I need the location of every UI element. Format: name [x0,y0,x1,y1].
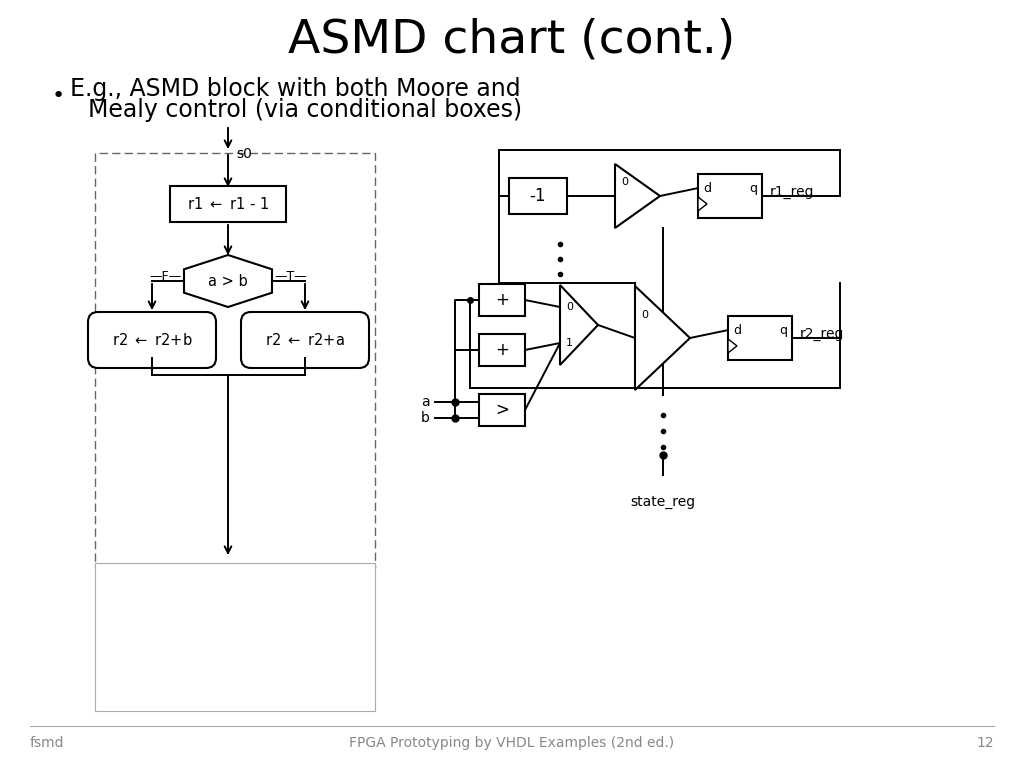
Text: b: b [421,411,430,425]
Text: q: q [749,181,757,194]
Text: fsmd: fsmd [30,736,65,750]
Text: state_reg: state_reg [630,495,695,509]
Polygon shape [635,286,690,390]
Text: r2_reg: r2_reg [800,327,845,341]
Text: •: • [52,86,66,106]
Bar [479,394,525,426]
Text: r1 $\leftarrow$ r1 - 1: r1 $\leftarrow$ r1 - 1 [186,196,269,212]
Bar [509,178,567,214]
Text: E.g., ASMD block with both Moore and: E.g., ASMD block with both Moore and [70,77,520,101]
Text: s0: s0 [236,147,252,161]
Text: —T—: —T— [274,270,307,283]
Polygon shape [698,197,707,211]
Bar [170,186,286,222]
Text: +: + [495,291,509,309]
Polygon shape [615,164,660,228]
Text: r1_reg: r1_reg [770,185,814,199]
Text: >: > [495,401,509,419]
Text: FPGA Prototyping by VHDL Examples (2nd ed.): FPGA Prototyping by VHDL Examples (2nd e… [349,736,675,750]
Text: ASMD chart (cont.): ASMD chart (cont.) [289,18,735,62]
Text: -1: -1 [529,187,546,205]
Text: 0: 0 [621,177,628,187]
Text: —F—: —F— [150,270,182,283]
Text: r2 $\leftarrow$ r2+a: r2 $\leftarrow$ r2+a [265,332,345,348]
Text: 12: 12 [976,736,994,750]
Bar [728,316,792,360]
Bar [479,334,525,366]
Text: d: d [733,323,741,336]
Text: Mealy control (via conditional boxes): Mealy control (via conditional boxes) [88,98,522,122]
Text: a > b: a > b [208,273,248,289]
Text: q: q [779,323,787,336]
Text: 0: 0 [641,310,648,319]
Bar [698,174,762,218]
Text: r2 $\leftarrow$ r2+b: r2 $\leftarrow$ r2+b [112,332,193,348]
Polygon shape [184,255,272,307]
Polygon shape [728,339,737,353]
Text: 0: 0 [566,302,573,312]
Polygon shape [560,285,598,365]
Bar [95,563,375,711]
Text: 1: 1 [566,338,573,348]
FancyBboxPatch shape [88,312,216,368]
Bar [95,153,375,568]
Text: d: d [703,181,711,194]
Text: a: a [421,395,430,409]
Text: +: + [495,341,509,359]
FancyBboxPatch shape [241,312,369,368]
Bar [479,284,525,316]
